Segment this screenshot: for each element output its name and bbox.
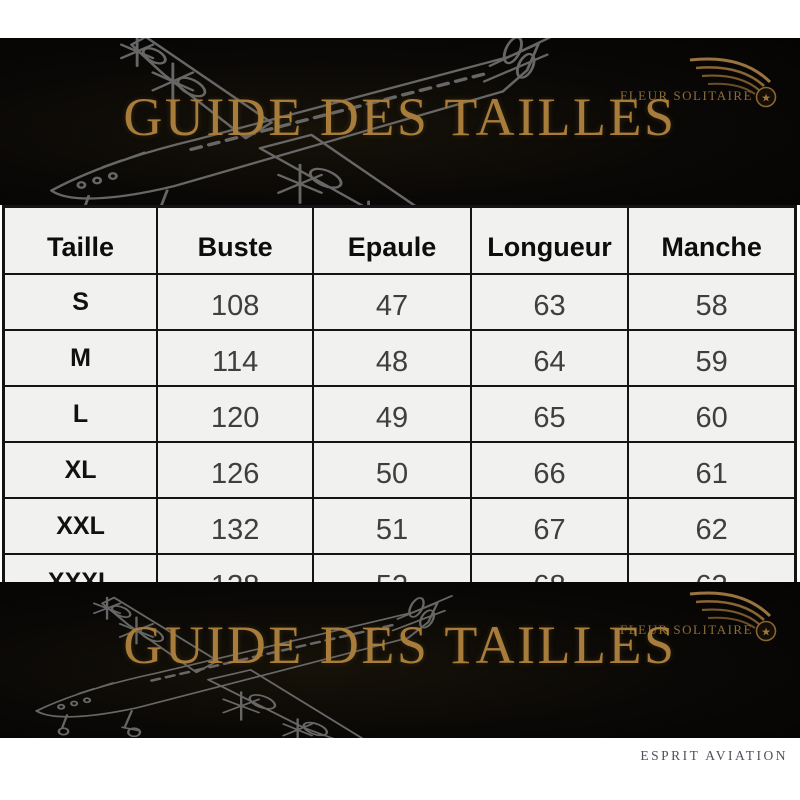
epaule-cell: 48 [312, 329, 472, 387]
banner-bottom: FLEUR SOLITAIRE GUIDE DES TAILLES [0, 582, 800, 738]
page-title: GUIDE DES TAILLES [123, 87, 677, 147]
longueur-cell: 65 [469, 385, 630, 443]
brand-name: FLEUR SOLITAIRE [620, 622, 754, 637]
column-header-longueur: Longueur [469, 205, 630, 275]
size-cell: XXL [2, 497, 159, 555]
column-header-manche: Manche [627, 205, 797, 275]
buste-cell: 120 [156, 385, 315, 443]
column-header-buste: Buste [156, 205, 315, 275]
buste-cell: 114 [156, 329, 315, 387]
size-cell: M [2, 329, 159, 387]
epaule-cell: 50 [312, 441, 472, 499]
table-body: S 108 47 63 58 M 114 48 64 59 L 120 49 6… [2, 273, 797, 668]
table-header: Taille Buste Epaule Longueur Manche [2, 205, 797, 275]
table-row: XL 126 50 66 61 [2, 441, 797, 499]
longueur-cell: 67 [469, 497, 630, 555]
buste-cell: 108 [156, 273, 315, 331]
page-title-bottom: GUIDE DES TAILLES [123, 615, 677, 675]
column-header-taille: Taille [2, 205, 159, 275]
footer-brand-text: ESPRIT AVIATION [640, 748, 788, 763]
longueur-cell: 66 [469, 441, 630, 499]
brand-logo: FLEUR SOLITAIRE [612, 52, 790, 114]
manche-cell: 61 [627, 441, 797, 499]
epaule-cell: 47 [312, 273, 472, 331]
manche-cell: 58 [627, 273, 797, 331]
brand-logo: FLEUR SOLITAIRE [612, 586, 790, 648]
size-cell: S [2, 273, 159, 331]
header-row: Taille Buste Epaule Longueur Manche [2, 205, 797, 275]
size-cell: XL [2, 441, 159, 499]
manche-cell: 62 [627, 497, 797, 555]
epaule-cell: 49 [312, 385, 472, 443]
manche-cell: 59 [627, 329, 797, 387]
table-row: M 114 48 64 59 [2, 329, 797, 387]
table-row: XXL 132 51 67 62 [2, 497, 797, 555]
longueur-cell: 64 [469, 329, 630, 387]
longueur-cell: 63 [469, 273, 630, 331]
banner-top: FLEUR SOLITAIRE GUIDE DES TAILLES [0, 38, 800, 205]
brand-name: FLEUR SOLITAIRE [620, 88, 754, 103]
size-cell: L [2, 385, 159, 443]
epaule-cell: 51 [312, 497, 472, 555]
table-row: S 108 47 63 58 [2, 273, 797, 331]
buste-cell: 126 [156, 441, 315, 499]
table-row: L 120 49 65 60 [2, 385, 797, 443]
manche-cell: 60 [627, 385, 797, 443]
column-header-epaule: Epaule [312, 205, 472, 275]
buste-cell: 132 [156, 497, 315, 555]
